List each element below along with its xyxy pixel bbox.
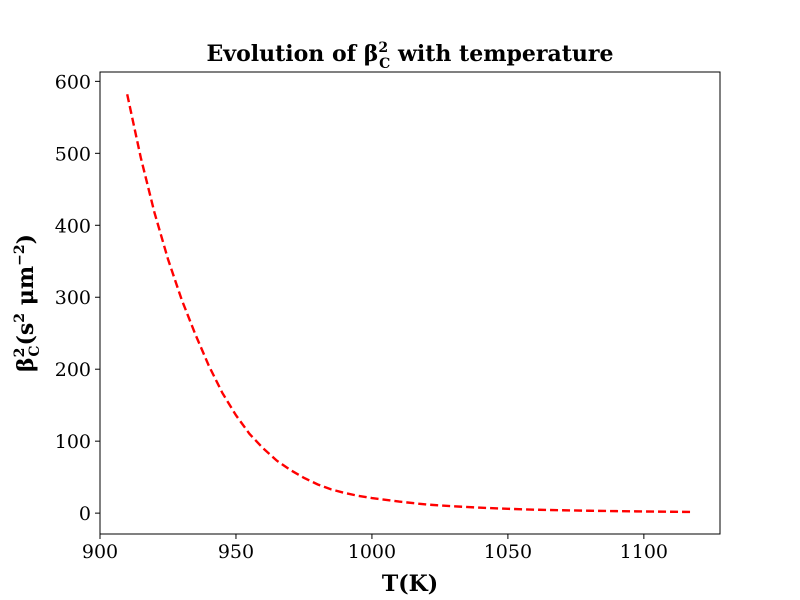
x-tick-label: 950 <box>218 541 254 563</box>
y-tick-label: 0 <box>79 503 91 525</box>
y-tick-label: 100 <box>55 431 91 453</box>
y-tick-label: 400 <box>55 215 91 237</box>
y-tick-label: 500 <box>55 143 91 165</box>
plot-area-frame <box>99 71 721 535</box>
x-tick-label: 1100 <box>620 541 668 563</box>
y-axis-label: β2C(s2 μm−2) <box>12 234 43 372</box>
y-tick-label: 300 <box>55 287 91 309</box>
x-axis-label: T(K) <box>382 571 438 597</box>
chart-title: Evolution of β2 C with temperature <box>207 40 614 72</box>
series-layer <box>126 94 693 514</box>
series-line <box>126 94 693 514</box>
y-tick-label: 600 <box>55 71 91 93</box>
x-tick-label: 1050 <box>484 541 532 563</box>
x-tick-label: 900 <box>82 541 118 563</box>
y-tick-label: 200 <box>55 359 91 381</box>
x-axis-ticks: 900 950 1000 1050 1100 <box>82 534 668 563</box>
x-tick-label: 1000 <box>348 541 396 563</box>
y-axis-ticks: 0 100 200 300 400 500 600 <box>55 71 100 525</box>
